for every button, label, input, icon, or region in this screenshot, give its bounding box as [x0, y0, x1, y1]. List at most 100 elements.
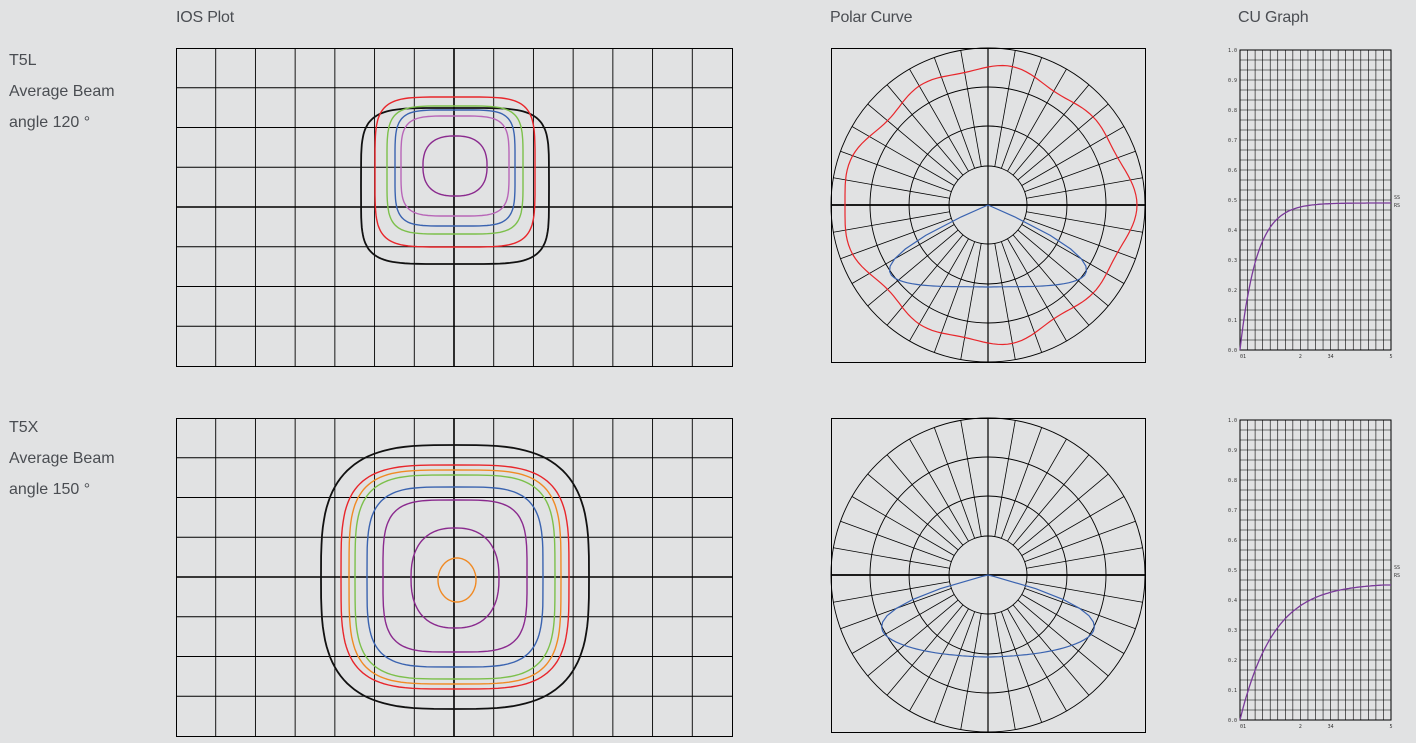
- polar-spoke: [867, 229, 959, 307]
- polar-spoke: [1000, 57, 1043, 169]
- polar-spoke: [867, 599, 959, 677]
- iso-contour-purple-outer: [382, 499, 528, 653]
- iso-contour-green: [354, 474, 556, 680]
- cu-y-tick: 0.1: [1228, 318, 1237, 324]
- polar-spoke: [960, 243, 982, 360]
- polar-spoke: [886, 234, 964, 326]
- cu-y-tick: 1.0: [1228, 418, 1237, 424]
- polar-spoke: [851, 496, 955, 556]
- ios-plot-header: IOS Plot: [176, 9, 234, 26]
- cu-y-tick: 0.3: [1228, 258, 1237, 264]
- cu-y-tick: 0.6: [1228, 168, 1237, 174]
- cu-x-tick: 34: [1328, 354, 1334, 360]
- polar-curve-t5x: [830, 417, 1146, 733]
- cu-y-tick: 0.7: [1228, 138, 1237, 144]
- polar-spoke: [933, 611, 976, 723]
- cu-x-tick: 01: [1240, 354, 1246, 360]
- cu-y-tick: 0.6: [1228, 538, 1237, 544]
- cu-right-label: SS: [1394, 195, 1400, 201]
- polar-spoke: [1007, 68, 1067, 172]
- iso-contour-purple: [422, 135, 488, 197]
- row-beam-angle: angle 120 °: [9, 114, 91, 131]
- cu-y-tick: 1.0: [1228, 48, 1237, 54]
- polar-spoke: [1024, 150, 1136, 193]
- polar-spoke: [909, 238, 969, 342]
- row-label-t5x: T5X Average Beam angle 150 °: [9, 412, 115, 505]
- polar-spoke: [960, 420, 982, 537]
- polar-spoke: [867, 103, 959, 181]
- polar-series-blue: [880, 574, 1096, 658]
- polar-spoke: [851, 224, 955, 284]
- iso-contour-green: [386, 105, 524, 235]
- cu-y-tick: 0.3: [1228, 628, 1237, 634]
- polar-spoke: [1026, 547, 1143, 569]
- polar-spoke: [1021, 496, 1125, 556]
- polar-spoke: [994, 420, 1016, 537]
- cu-x-tick: 2: [1299, 354, 1302, 360]
- cu-y-tick: 0.9: [1228, 448, 1237, 454]
- iso-contour-blue: [394, 109, 516, 227]
- polar-spoke: [1017, 599, 1109, 677]
- polar-spoke: [1024, 520, 1136, 563]
- iso-contour-black: [320, 444, 590, 710]
- cu-right-label: SS: [1394, 565, 1400, 571]
- polar-series-red: [844, 64, 1138, 346]
- cu-curve: [1239, 202, 1391, 351]
- polar-curve-header: Polar Curve: [830, 9, 913, 26]
- row-beam-label: Average Beam: [9, 450, 115, 467]
- cu-graph-t5l: 0.0 0.1 0.2 0.3 0.4 0.5 0.6 0.7 0.8 0.9 1.0 01 2 34 5 S…: [1228, 48, 1400, 360]
- polar-spoke: [851, 594, 955, 654]
- polar-spoke: [960, 613, 982, 730]
- polar-spoke: [1007, 238, 1067, 342]
- polar-spoke: [1000, 241, 1043, 353]
- polar-curve-t5l: [830, 47, 1146, 363]
- polar-spoke: [1026, 581, 1143, 603]
- polar-spoke: [886, 604, 964, 696]
- row-name: T5X: [9, 419, 39, 436]
- polar-spoke: [909, 438, 969, 542]
- cu-y-tick: 0.8: [1228, 478, 1237, 484]
- polar-spoke: [851, 126, 955, 186]
- polar-spoke: [1012, 234, 1090, 326]
- polar-spoke: [960, 50, 982, 167]
- cu-graph-t5x: 0.0 0.1 0.2 0.3 0.4 0.5 0.6 0.7 0.8 0.9 1.0 01 2 34 5 S…: [1228, 418, 1400, 730]
- iso-contour-pink: [400, 115, 510, 217]
- cu-y-tick: 0.0: [1228, 718, 1237, 724]
- polar-series-blue: [888, 204, 1088, 288]
- cu-y-tick: 0.0: [1228, 348, 1237, 354]
- polar-spoke: [1021, 594, 1125, 654]
- polar-spoke: [833, 547, 950, 569]
- polar-spoke: [833, 581, 950, 603]
- iso-contour-orange-inner: [437, 557, 477, 603]
- polar-spoke: [994, 50, 1016, 167]
- polar-spoke: [1007, 608, 1067, 712]
- cu-y-tick: 0.5: [1228, 568, 1237, 574]
- cu-graph-header: CU Graph: [1238, 9, 1309, 26]
- cu-right-label: RS: [1394, 203, 1400, 209]
- iso-contour-orange: [348, 469, 562, 685]
- polar-spoke: [886, 84, 964, 176]
- polar-spoke: [1012, 604, 1090, 696]
- cu-x-tick: 34: [1328, 724, 1334, 730]
- polar-spoke: [933, 57, 976, 169]
- iso-contour-blue: [366, 486, 544, 668]
- row-beam-label: Average Beam: [9, 83, 115, 100]
- polar-spoke: [1007, 438, 1067, 542]
- cu-y-tick: 0.7: [1228, 508, 1237, 514]
- polar-spoke: [933, 241, 976, 353]
- cu-y-tick: 0.4: [1228, 228, 1237, 234]
- polar-spoke: [840, 217, 952, 260]
- cu-y-tick: 0.2: [1228, 288, 1237, 294]
- polar-spoke: [1026, 177, 1143, 199]
- iso-contour-red: [340, 464, 570, 690]
- iso-contour-purple-inner: [410, 527, 500, 629]
- row-beam-angle: angle 150 °: [9, 481, 91, 498]
- polar-spoke: [1026, 211, 1143, 233]
- polar-spoke: [909, 68, 969, 172]
- polar-spoke: [994, 243, 1016, 360]
- polar-spoke: [1021, 126, 1125, 186]
- polar-spoke: [833, 211, 950, 233]
- polar-spoke: [1012, 84, 1090, 176]
- cu-y-tick: 0.1: [1228, 688, 1237, 694]
- iso-contour-black: [360, 107, 550, 265]
